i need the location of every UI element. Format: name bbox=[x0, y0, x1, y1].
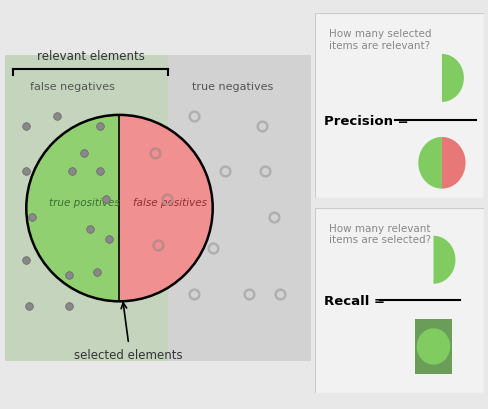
Text: selected elements: selected elements bbox=[74, 348, 183, 362]
Polygon shape bbox=[119, 116, 212, 301]
Polygon shape bbox=[432, 236, 454, 284]
Polygon shape bbox=[26, 116, 119, 301]
Text: true positives: true positives bbox=[49, 198, 120, 207]
Text: How many selected
items are relevant?: How many selected items are relevant? bbox=[328, 29, 430, 51]
Polygon shape bbox=[417, 137, 441, 189]
Text: Precision =: Precision = bbox=[323, 115, 407, 128]
Text: How many relevant
items are selected?: How many relevant items are selected? bbox=[328, 223, 430, 245]
Bar bbox=[168, 56, 310, 361]
Text: true negatives: true negatives bbox=[192, 82, 273, 92]
Text: relevant elements: relevant elements bbox=[37, 50, 144, 63]
Polygon shape bbox=[441, 137, 465, 189]
Bar bbox=[414, 319, 451, 374]
Text: false positives: false positives bbox=[133, 198, 206, 207]
Circle shape bbox=[417, 329, 448, 364]
Bar bbox=[5, 56, 168, 361]
Text: Recall =: Recall = bbox=[323, 294, 384, 307]
Text: false negatives: false negatives bbox=[30, 82, 114, 92]
Polygon shape bbox=[441, 55, 463, 103]
